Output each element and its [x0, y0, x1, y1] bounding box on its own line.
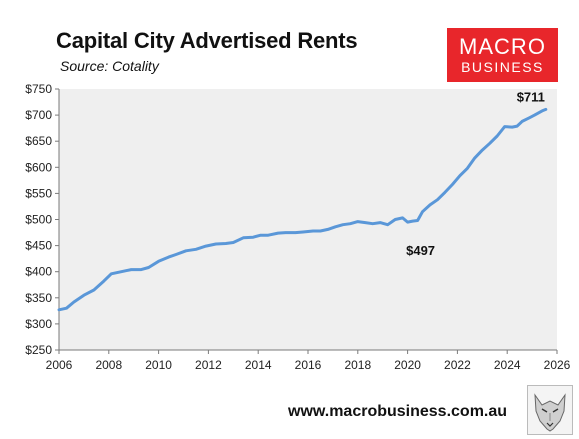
- x-tick-label: 2022: [444, 358, 471, 372]
- y-tick-label: $350: [25, 291, 52, 305]
- x-tick-label: 2020: [394, 358, 421, 372]
- y-tick-label: $500: [25, 213, 52, 227]
- y-tick-label: $400: [25, 265, 52, 279]
- y-tick-label: $650: [25, 134, 52, 148]
- x-tick-label: 2010: [145, 358, 172, 372]
- x-tick-label: 2008: [95, 358, 122, 372]
- y-tick-label: $600: [25, 160, 52, 174]
- x-tick-label: 2026: [544, 358, 571, 372]
- y-tick-label: $450: [25, 239, 52, 253]
- series-line: [57, 107, 548, 312]
- logo-line-1: MACRO: [459, 34, 546, 59]
- data-label: $497: [406, 243, 435, 258]
- x-tick-label: 2014: [245, 358, 272, 372]
- y-tick-label: $300: [25, 317, 52, 331]
- y-tick-label: $750: [25, 82, 52, 96]
- x-tick-label: 2024: [494, 358, 521, 372]
- y-axis: $250 $300 $350 $400 $450 $500 $550 $600 $650 $700…: [25, 82, 60, 357]
- plot-area: [59, 89, 557, 350]
- chart-source: Source: Cotality: [60, 58, 159, 74]
- macrobusiness-logo: MACRO BUSINESS: [447, 28, 558, 82]
- y-tick-label: $250: [25, 343, 52, 357]
- y-tick-label: $550: [25, 186, 52, 200]
- footer-url[interactable]: www.macrobusiness.com.au: [288, 403, 508, 420]
- annotations: $497 $711: [406, 89, 545, 258]
- logo-line-2: BUSINESS: [461, 59, 544, 75]
- rent-line-chart: $250 $300 $350 $400 $450 $500 $550 $600 $650 $700…: [25, 82, 571, 372]
- x-tick-label: 2012: [195, 358, 222, 372]
- x-tick-label: 2018: [344, 358, 371, 372]
- x-tick-label: 2016: [295, 358, 322, 372]
- x-axis: 2006 2008 2010 2012 2014 2016 2018 2020 2022 2024…: [46, 349, 571, 372]
- x-tick-label: 2006: [46, 358, 73, 372]
- data-label: $711: [517, 89, 545, 104]
- y-tick-label: $700: [25, 108, 52, 122]
- wolf-icon: [527, 385, 573, 435]
- chart-title: Capital City Advertised Rents: [56, 28, 358, 53]
